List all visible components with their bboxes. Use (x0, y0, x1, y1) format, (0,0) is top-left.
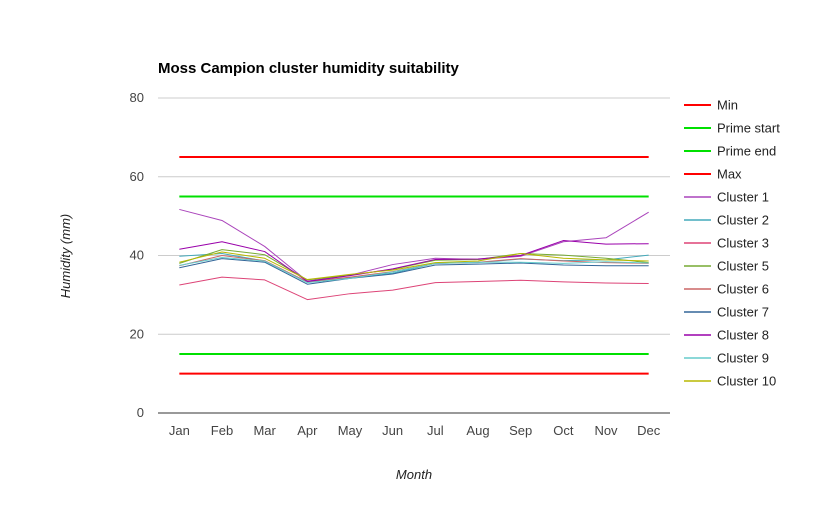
legend-label-cluster-1: Cluster 1 (717, 190, 769, 205)
x-tick-label: Oct (553, 423, 574, 438)
y-tick-label: 60 (130, 169, 144, 184)
legend-label-cluster-7: Cluster 7 (717, 305, 769, 320)
series-line-cluster-9 (179, 256, 649, 284)
series-line-cluster-8 (179, 240, 649, 282)
x-tick-label: Aug (466, 423, 489, 438)
y-tick-label: 40 (130, 248, 144, 263)
legend-label-cluster-6: Cluster 6 (717, 282, 769, 297)
x-axis-title: Month (396, 467, 432, 482)
legend-label-cluster-5: Cluster 5 (717, 259, 769, 274)
series-line-cluster-10 (179, 251, 649, 281)
x-tick-label: Sep (509, 423, 532, 438)
x-tick-label: Jul (427, 423, 444, 438)
y-axis-title: Humidity (mm) (58, 214, 73, 299)
legend-label-max: Max (717, 167, 742, 182)
chart-title: Moss Campion cluster humidity suitabilit… (158, 60, 460, 77)
legend-label-min: Min (717, 98, 738, 113)
gridlines (158, 97, 670, 335)
x-tick-label: Jan (169, 423, 190, 438)
x-tick-label: Mar (253, 423, 276, 438)
series-line-cluster-1 (179, 208, 649, 282)
series-line-cluster-7 (179, 258, 649, 285)
x-tick-label: Nov (594, 423, 618, 438)
x-tick-label: Apr (297, 423, 318, 438)
x-axis-ticks: Jan Feb Mar Apr May Jun Jul Aug Sep Oct Nov Dec (169, 423, 661, 438)
legend: Min Prime start Prime end Max Cluster 1 Clust… (684, 98, 780, 389)
series-line-cluster-3 (179, 276, 649, 301)
y-tick-label: 0 (137, 405, 144, 420)
y-axis-ticks: 0 20 40 60 80 (130, 90, 144, 420)
legend-label-prime-end: Prime end (717, 144, 776, 159)
legend-label-cluster-8: Cluster 8 (717, 328, 769, 343)
series-line-cluster-5 (179, 249, 649, 281)
x-tick-label: Feb (211, 423, 233, 438)
y-tick-label: 80 (130, 90, 144, 105)
x-tick-label: May (338, 423, 363, 438)
legend-label-cluster-3: Cluster 3 (717, 236, 769, 251)
series-lines (179, 156, 649, 375)
x-tick-label: Dec (637, 423, 661, 438)
x-tick-label: Jun (382, 423, 403, 438)
y-tick-label: 20 (130, 326, 144, 341)
legend-label-cluster-2: Cluster 2 (717, 213, 769, 228)
legend-label-cluster-9: Cluster 9 (717, 351, 769, 366)
legend-label-prime-start: Prime start (717, 121, 780, 136)
legend-label-cluster-10: Cluster 10 (717, 374, 776, 389)
